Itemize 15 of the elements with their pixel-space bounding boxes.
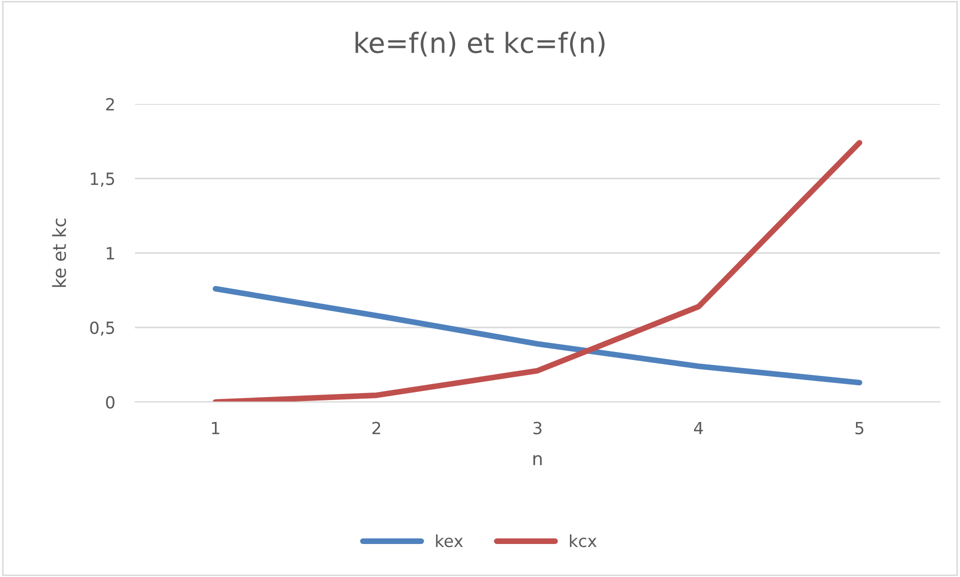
y-tick-label: 0 — [106, 396, 114, 409]
y-tick-label: 1,5 — [90, 172, 114, 187]
x-tick-label: 5 — [855, 422, 864, 434]
y-tick-label: 0,5 — [90, 321, 114, 336]
x-tick-label: 4 — [694, 422, 703, 434]
chart-title: ke=f(n) et kc=f(n) — [356, 32, 605, 57]
legend-label: kcx — [570, 534, 597, 548]
x-tick-label: 2 — [372, 422, 380, 434]
y-tick-label: 1 — [106, 247, 114, 260]
y-tick-label: 2 — [106, 98, 114, 110]
x-tick-label: 1 — [212, 422, 220, 434]
x-axis-title: n — [533, 455, 542, 466]
y-axis-title: ke et kc — [52, 218, 66, 287]
x-tick-label: 3 — [533, 422, 542, 434]
legend-label: kex — [436, 534, 463, 548]
